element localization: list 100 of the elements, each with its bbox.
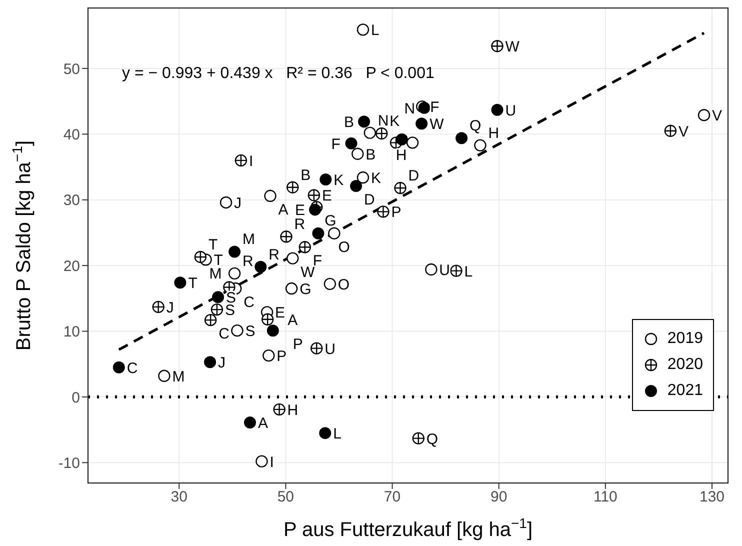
data-label: E bbox=[322, 188, 332, 205]
point bbox=[312, 227, 324, 240]
data-label: H bbox=[396, 146, 407, 164]
data-label: E bbox=[275, 304, 286, 322]
data-label: T bbox=[188, 275, 198, 292]
data-label: O bbox=[338, 238, 350, 256]
data-label: D bbox=[408, 168, 420, 185]
data-label: O bbox=[338, 276, 350, 294]
data-label: N bbox=[378, 112, 389, 130]
data-label: L bbox=[333, 426, 342, 443]
data-label: P bbox=[292, 336, 303, 354]
data-label: N bbox=[404, 100, 416, 118]
data-label: I bbox=[248, 152, 254, 170]
data-label: Q bbox=[426, 430, 438, 448]
point bbox=[491, 104, 504, 116]
data-label: B bbox=[300, 166, 311, 184]
point bbox=[286, 252, 299, 264]
data-label: J bbox=[166, 299, 174, 316]
point bbox=[425, 263, 438, 276]
legend-label: 2021 bbox=[667, 382, 703, 400]
point bbox=[254, 260, 267, 273]
data-label: K bbox=[390, 112, 400, 130]
point bbox=[364, 126, 376, 139]
data-label: H bbox=[488, 124, 500, 142]
point bbox=[112, 361, 125, 374]
data-label: C bbox=[244, 294, 255, 312]
y-tick-label: 20 bbox=[63, 258, 80, 275]
data-label: B bbox=[344, 114, 354, 132]
point bbox=[345, 137, 358, 150]
point bbox=[266, 324, 279, 337]
x-tick-label: 30 bbox=[170, 488, 188, 506]
y-tick-label: 40 bbox=[63, 126, 80, 144]
point bbox=[174, 276, 186, 289]
data-label: Q bbox=[470, 118, 482, 135]
x-tick-label: 50 bbox=[277, 488, 294, 506]
point bbox=[309, 204, 322, 216]
data-label: A bbox=[288, 312, 298, 329]
data-label: S bbox=[245, 323, 256, 340]
data-label: F bbox=[430, 99, 440, 116]
data-label: W bbox=[505, 38, 520, 56]
data-label: V bbox=[678, 123, 688, 140]
annotation: y = − 0.993 + 0.439 x R² = 0.36 P < 0.001 bbox=[122, 65, 434, 82]
data-label: B bbox=[366, 146, 376, 164]
point bbox=[228, 246, 241, 258]
point bbox=[406, 136, 419, 149]
data-label: S bbox=[224, 302, 235, 320]
data-label: P bbox=[391, 204, 402, 222]
data-label: U bbox=[505, 102, 516, 120]
point bbox=[256, 455, 268, 468]
point bbox=[352, 148, 364, 160]
data-label: P bbox=[276, 348, 287, 366]
point bbox=[204, 356, 216, 368]
data-label: J bbox=[234, 194, 242, 212]
point bbox=[456, 132, 468, 144]
data-label: J bbox=[218, 354, 226, 372]
data-label: R bbox=[268, 246, 280, 264]
data-label: W bbox=[430, 116, 445, 134]
data-label: A bbox=[258, 415, 268, 432]
legend-label: 2020 bbox=[667, 356, 703, 374]
point bbox=[285, 282, 298, 295]
data-label: R bbox=[242, 252, 254, 270]
point bbox=[320, 173, 332, 186]
data-label: T bbox=[208, 236, 218, 254]
data-label: L bbox=[464, 263, 473, 280]
y-tick-label: 10 bbox=[63, 324, 80, 341]
data-label: C bbox=[218, 326, 230, 343]
point bbox=[474, 139, 486, 152]
data-label: D bbox=[364, 192, 376, 209]
y-tick-label: 30 bbox=[63, 192, 80, 210]
data-label: M bbox=[172, 368, 185, 386]
point bbox=[356, 171, 370, 184]
data-label: M bbox=[242, 231, 256, 248]
data-label: L bbox=[370, 22, 380, 40]
data-label: F bbox=[331, 136, 340, 153]
point bbox=[350, 180, 362, 192]
x-tick-label: 90 bbox=[490, 488, 508, 506]
y-tick-label: -10 bbox=[58, 454, 80, 472]
x-tick-label: 110 bbox=[593, 488, 618, 506]
data-label: U bbox=[439, 262, 450, 279]
point bbox=[220, 196, 232, 209]
point bbox=[212, 291, 224, 304]
x-tick-label: 130 bbox=[700, 488, 725, 506]
point bbox=[228, 267, 241, 280]
data-label: W bbox=[300, 264, 316, 281]
data-label: K bbox=[334, 172, 344, 189]
point bbox=[262, 349, 275, 362]
data-label: A bbox=[278, 201, 288, 218]
x-tick-label: 70 bbox=[384, 488, 401, 506]
data-label: V bbox=[712, 108, 722, 125]
y-tick-label: 50 bbox=[63, 60, 80, 78]
point bbox=[698, 108, 710, 122]
point bbox=[264, 190, 276, 202]
data-label: G bbox=[324, 212, 336, 230]
data-label: G bbox=[300, 281, 312, 298]
data-label: H bbox=[287, 402, 298, 419]
point bbox=[231, 324, 244, 337]
data-label: C bbox=[126, 360, 138, 377]
point bbox=[319, 427, 332, 440]
x-axis-title: P aus Futterzukauf [kg ha$^{−1}$] bbox=[283, 515, 533, 541]
y-tick-label: 0 bbox=[72, 389, 80, 406]
